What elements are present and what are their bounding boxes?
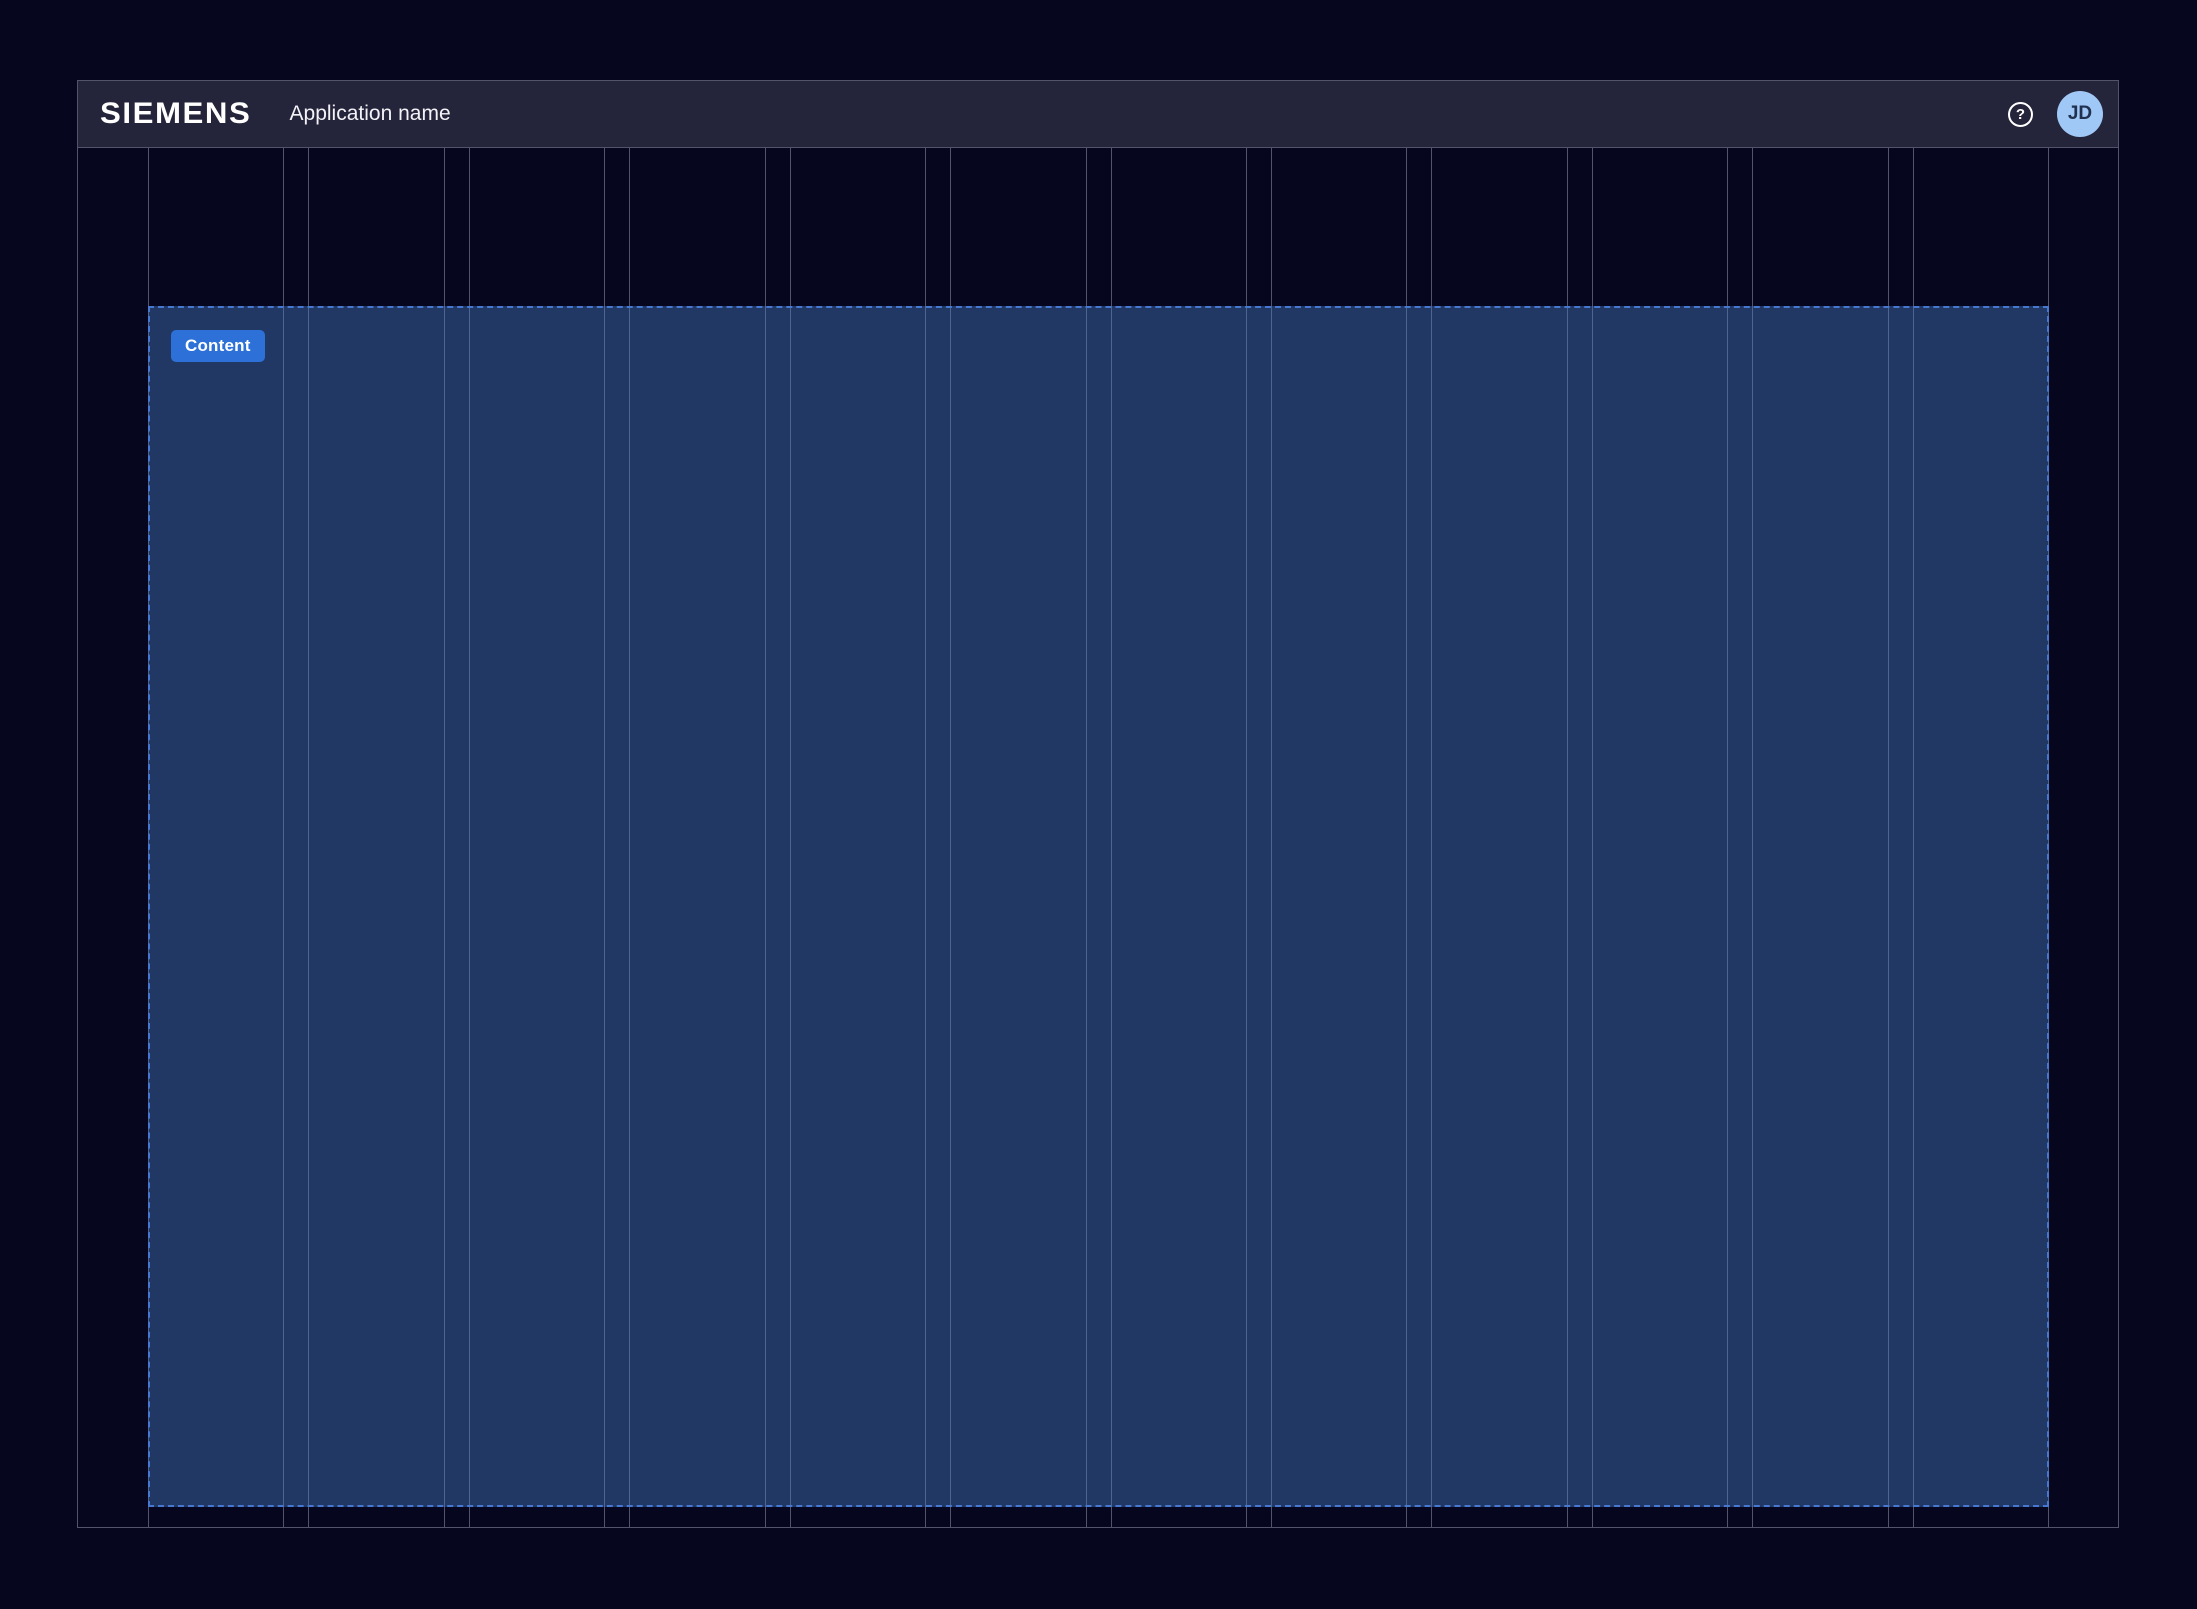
question-mark-glyph: ? — [2015, 105, 2026, 123]
content-region: Content — [148, 306, 2049, 1507]
siemens-logo: SIEMENS — [100, 97, 252, 130]
grid-column — [1270, 148, 1408, 1527]
help-icon[interactable]: ? — [2008, 101, 2033, 127]
grid-column — [468, 148, 606, 1527]
grid-column — [1591, 148, 1729, 1527]
grid-column — [1110, 148, 1247, 1527]
app-window: SIEMENS Application name ? JD Content — [77, 80, 2119, 1528]
user-avatar[interactable]: JD — [2057, 91, 2103, 137]
grid-column — [1431, 148, 1568, 1527]
app-title: Application name — [289, 102, 451, 125]
app-header: SIEMENS Application name ? JD — [78, 81, 2118, 148]
layout-grid-area: Content — [78, 148, 2118, 1527]
grid-column — [629, 148, 766, 1527]
grid-column — [789, 148, 927, 1527]
grid-columns — [148, 148, 2049, 1527]
content-badge: Content — [171, 330, 265, 362]
grid-column — [308, 148, 445, 1527]
grid-column — [1752, 148, 1889, 1527]
avatar-initials: JD — [2067, 103, 2093, 124]
grid-column — [950, 148, 1087, 1527]
